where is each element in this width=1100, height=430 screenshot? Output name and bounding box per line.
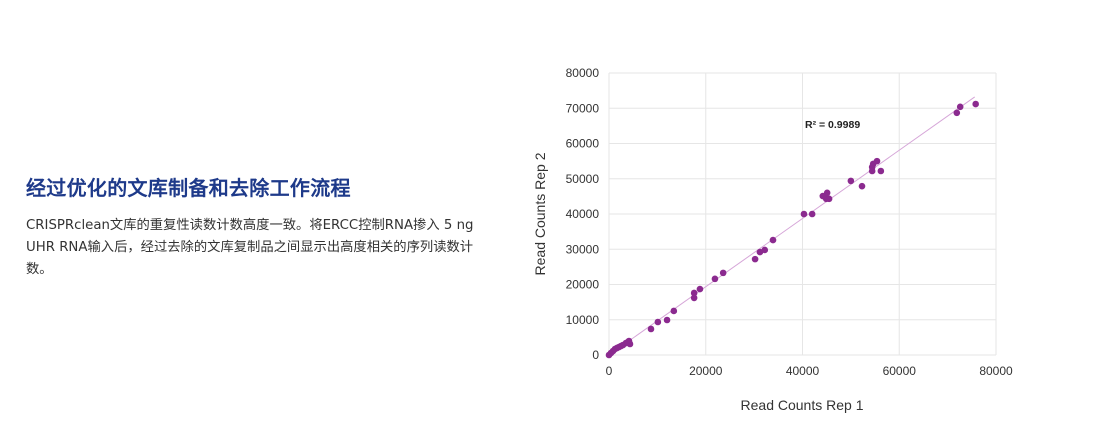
y-tick-label: 60000 [566, 137, 600, 151]
data-point [956, 103, 964, 111]
scatter-chart: 0 10000 20000 30000 40000 50000 60000 70000 8000… [520, 55, 1080, 425]
data-point [663, 316, 671, 324]
data-point [647, 325, 655, 333]
x-tick-label: 60000 [883, 364, 917, 378]
y-tick-label: 10000 [566, 313, 600, 327]
data-point [823, 189, 831, 197]
data-point [847, 177, 855, 185]
x-axis-ticks: 0 20000 40000 60000 80000 [606, 364, 1013, 378]
x-axis-label: Read Counts Rep 1 [741, 397, 864, 413]
text-section: 经过优化的文库制备和去除工作流程 CRISPRclean文库的重复性读数计数高度… [26, 172, 496, 281]
data-point [690, 294, 698, 302]
y-axis-label: Read Counts Rep 2 [532, 152, 548, 275]
data-point [690, 289, 698, 297]
y-tick-label: 20000 [566, 278, 600, 292]
y-tick-label: 70000 [566, 101, 600, 115]
data-point [654, 318, 662, 326]
data-point [825, 195, 833, 203]
data-point [769, 236, 777, 244]
y-tick-label: 30000 [566, 242, 600, 256]
y-tick-label: 50000 [566, 172, 600, 186]
data-point [711, 275, 719, 283]
data-point [953, 109, 961, 117]
data-point [719, 269, 727, 277]
y-tick-label: 80000 [566, 66, 600, 80]
r-squared-annotation: R² = 0.9989 [805, 119, 860, 131]
section-title: 经过优化的文库制备和去除工作流程 [26, 176, 351, 200]
x-tick-label: 40000 [786, 364, 820, 378]
y-axis-ticks: 0 10000 20000 30000 40000 50000 60000 70000 8000… [566, 66, 600, 362]
data-point [800, 210, 808, 218]
section-description: CRISPRclean文库的重复性读数计数高度一致。将ERCC控制RNA掺入 5… [26, 218, 474, 277]
data-point [858, 182, 866, 190]
data-point [873, 157, 881, 165]
x-tick-label: 0 [606, 364, 613, 378]
data-point [696, 285, 704, 293]
data-point [808, 210, 816, 218]
data-point [751, 255, 759, 263]
data-points [605, 100, 979, 359]
data-point [868, 167, 876, 175]
x-tick-label: 20000 [689, 364, 723, 378]
trendline [608, 96, 976, 356]
data-point [761, 246, 769, 254]
data-point [626, 340, 634, 348]
data-point [670, 307, 678, 315]
data-point [972, 100, 979, 108]
x-tick-label: 80000 [979, 364, 1013, 378]
y-tick-label: 40000 [566, 207, 600, 221]
chart-canvas: 0 10000 20000 30000 40000 50000 60000 70000 8000… [532, 66, 1013, 413]
y-tick-label: 0 [592, 348, 599, 362]
data-point [877, 167, 885, 175]
